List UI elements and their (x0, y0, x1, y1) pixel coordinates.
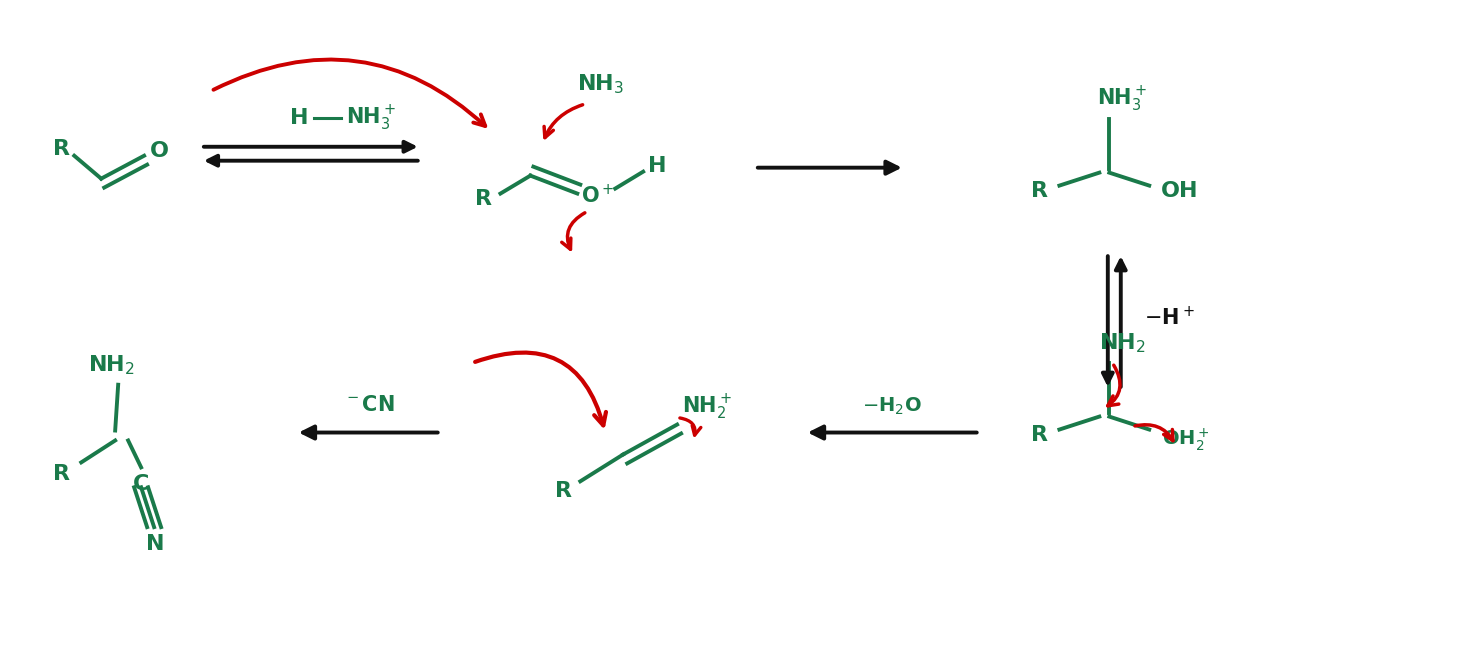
Text: H: H (290, 108, 307, 128)
Text: OH: OH (1160, 181, 1199, 201)
Text: OH$_2^+$: OH$_2^+$ (1162, 426, 1210, 453)
Text: NH$_3^+$: NH$_3^+$ (1097, 84, 1147, 114)
Text: NH$_3$: NH$_3$ (576, 72, 624, 96)
Text: $^-$CN: $^-$CN (343, 395, 395, 415)
Text: R: R (474, 188, 492, 208)
Text: $-$H$_2$O: $-$H$_2$O (862, 396, 922, 417)
Text: R: R (1032, 181, 1048, 201)
Text: R: R (554, 481, 572, 501)
Text: O: O (149, 141, 168, 161)
Text: C: C (133, 474, 149, 494)
Text: NH$_2$: NH$_2$ (1098, 331, 1145, 355)
Text: N: N (146, 534, 164, 554)
Text: NH$_2$: NH$_2$ (87, 353, 134, 377)
Text: O$^+$: O$^+$ (581, 184, 613, 207)
Text: NH$_3^+$: NH$_3^+$ (346, 103, 396, 132)
Text: R: R (53, 464, 69, 484)
Text: NH$_2^+$: NH$_2^+$ (681, 393, 732, 422)
Text: $-$H$^+$: $-$H$^+$ (1144, 305, 1194, 329)
Text: H: H (647, 155, 667, 175)
Text: R: R (1032, 424, 1048, 444)
Text: R: R (53, 139, 69, 159)
